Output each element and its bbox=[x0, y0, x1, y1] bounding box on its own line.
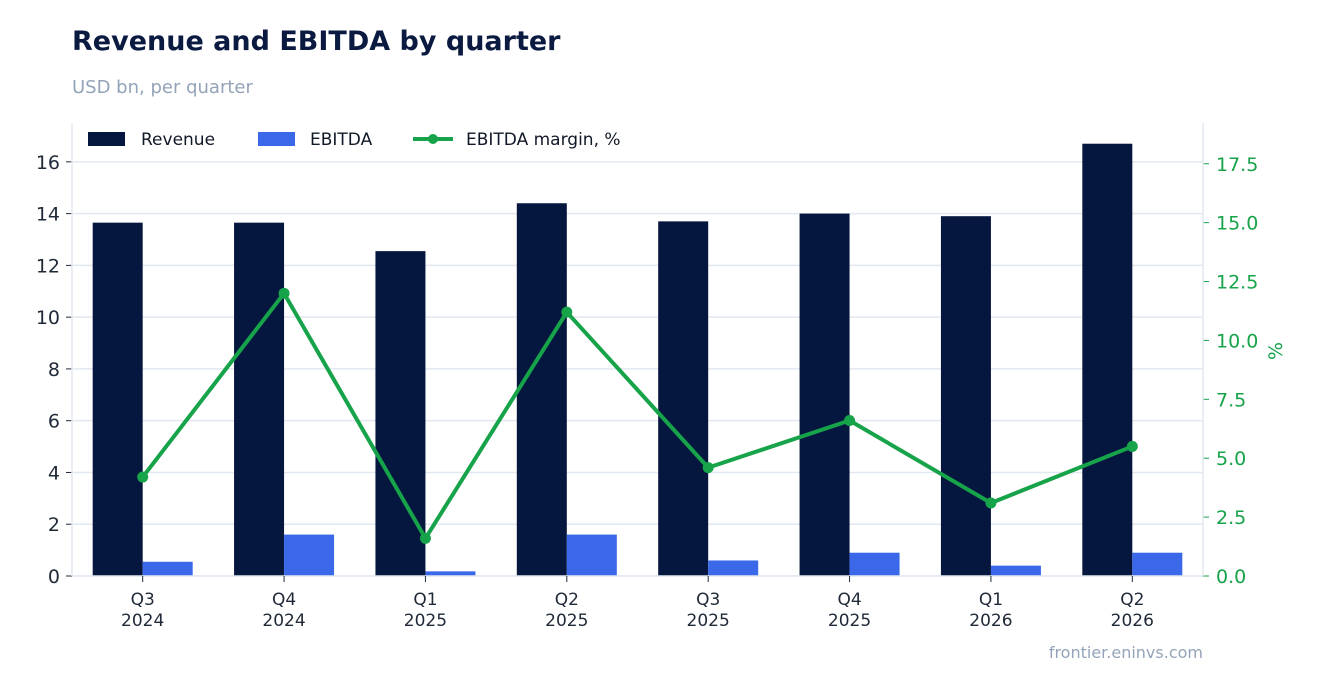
x-tick-label-quarter: Q4 bbox=[272, 590, 296, 610]
x-tick-label-year: 2026 bbox=[969, 611, 1012, 631]
x-tick-label-quarter: Q1 bbox=[979, 590, 1003, 610]
revenue-bar bbox=[658, 221, 709, 576]
y-right-tick-label: 0.0 bbox=[1216, 566, 1246, 588]
ebitda-bar bbox=[1132, 552, 1183, 576]
ebitda-bar bbox=[142, 561, 193, 576]
axes bbox=[66, 123, 1209, 582]
revenue-bar bbox=[799, 213, 850, 576]
source-credit: frontier.eninvs.com bbox=[1048, 643, 1203, 662]
y-right-tick-label: 2.5 bbox=[1216, 507, 1246, 529]
margin-point bbox=[419, 532, 431, 544]
x-tick-label-year: 2024 bbox=[121, 611, 164, 631]
x-tick-label-quarter: Q3 bbox=[131, 590, 155, 610]
y-right-tick-label: 15.0 bbox=[1216, 213, 1258, 235]
legend-swatch-ebitda bbox=[258, 132, 295, 146]
margin-point bbox=[1126, 440, 1138, 452]
y-left-tick-label: 2 bbox=[48, 514, 60, 536]
x-tick-label-quarter: Q2 bbox=[1120, 590, 1144, 610]
y-left-tick-label: 12 bbox=[36, 255, 60, 277]
bars bbox=[92, 143, 1183, 577]
margin-point bbox=[844, 415, 856, 427]
y-left-tick-label: 10 bbox=[36, 307, 60, 329]
legend-swatch-revenue bbox=[88, 132, 125, 146]
y-right-tick-label: 12.5 bbox=[1216, 272, 1258, 294]
legend: Revenue EBITDA EBITDA margin, % bbox=[88, 130, 621, 150]
x-tick-label-year: 2026 bbox=[1111, 611, 1154, 631]
margin-point bbox=[702, 462, 714, 474]
y-right-axis-label: % bbox=[1265, 342, 1287, 360]
y-left-tick-label: 0 bbox=[48, 566, 60, 588]
y-left-tick-label: 14 bbox=[36, 204, 60, 226]
revenue-bar bbox=[92, 222, 143, 576]
legend-swatch-margin-marker bbox=[428, 134, 438, 144]
x-tick-label-year: 2025 bbox=[687, 611, 730, 631]
ebitda-bar bbox=[566, 534, 617, 576]
legend-label-margin: EBITDA margin, % bbox=[466, 130, 621, 150]
y-left-tick-label: 6 bbox=[48, 411, 60, 433]
revenue-bar bbox=[1082, 143, 1133, 577]
ebitda-bar bbox=[284, 534, 335, 576]
x-tick-label-year: 2025 bbox=[404, 611, 447, 631]
x-tick-label-quarter: Q1 bbox=[413, 590, 437, 610]
margin-line bbox=[137, 287, 1138, 544]
ebitda-bar bbox=[425, 571, 476, 576]
legend-label-revenue: Revenue bbox=[141, 130, 215, 150]
ebitda-bar bbox=[849, 552, 900, 576]
x-tick-label-quarter: Q3 bbox=[696, 590, 720, 610]
x-tick-label-year: 2024 bbox=[262, 611, 305, 631]
chart-subtitle: USD bn, per quarter bbox=[72, 77, 253, 98]
y-left-tick-label: 8 bbox=[48, 359, 60, 381]
revenue-bar bbox=[234, 222, 285, 576]
y-right-tick-label: 7.5 bbox=[1216, 389, 1246, 411]
margin-line-path bbox=[141, 291, 1134, 541]
chart-title: Revenue and EBITDA by quarter bbox=[72, 26, 561, 57]
margin-point bbox=[561, 306, 573, 318]
legend-label-ebitda: EBITDA bbox=[310, 130, 373, 150]
y-left-tick-label: 16 bbox=[36, 152, 60, 174]
tick-labels: 0 2 4 6 8 10 12 14 16 0.0 2.5 5.0 7.5 10.0 12.5 15.0 17.… bbox=[36, 152, 1287, 631]
y-left-tick-label: 4 bbox=[48, 462, 60, 484]
y-right-tick-label: 5.0 bbox=[1216, 448, 1246, 470]
y-right-tick-label: 17.5 bbox=[1216, 154, 1258, 176]
x-tick-label-year: 2025 bbox=[828, 611, 871, 631]
ebitda-bar bbox=[708, 560, 759, 576]
x-tick-label-year: 2025 bbox=[545, 611, 588, 631]
x-tick-label-quarter: Q2 bbox=[555, 590, 579, 610]
margin-point bbox=[137, 471, 149, 483]
ebitda-bar bbox=[990, 565, 1041, 576]
x-tick-label-quarter: Q4 bbox=[837, 590, 861, 610]
y-right-tick-label: 10.0 bbox=[1216, 330, 1258, 352]
margin-point bbox=[278, 287, 290, 299]
revenue-bar bbox=[940, 216, 991, 576]
margin-point bbox=[985, 497, 997, 509]
revenue-bar bbox=[516, 203, 567, 576]
